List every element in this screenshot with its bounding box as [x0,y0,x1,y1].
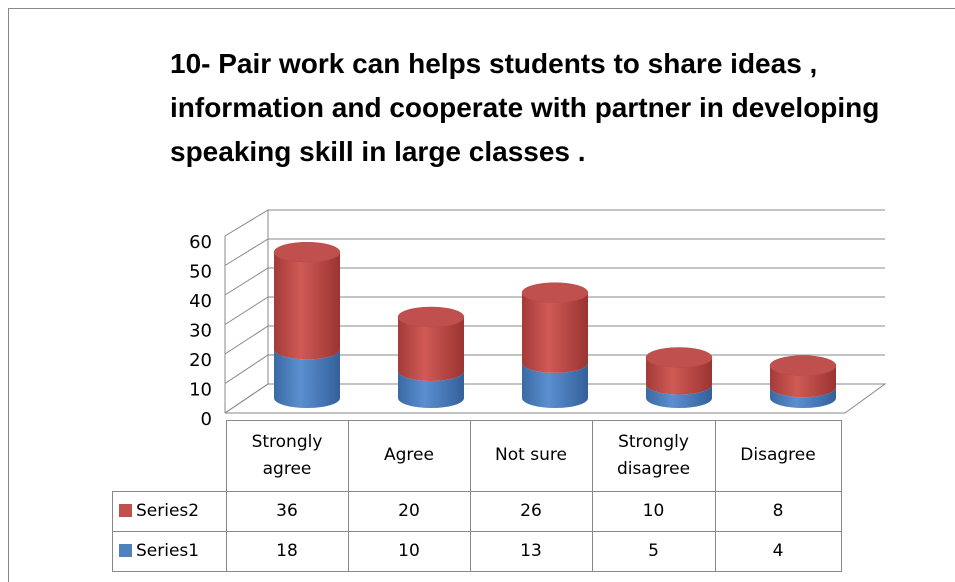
bar [274,349,340,408]
bar [646,357,712,395]
data-label: 10 [347,530,471,572]
bar-top [521,282,589,303]
bar-top [397,306,465,328]
data-label: 8 [714,490,842,532]
grid-line [224,238,885,266]
grid-line [224,296,885,325]
bar-top [645,347,713,368]
chart-title: 10- Pair work can helps students to shar… [170,48,880,167]
bar [770,365,836,398]
y-tick-label: 20 [189,350,212,371]
bar [274,252,340,360]
bar-top [769,355,837,376]
data-label: 5 [591,530,716,572]
x-tick-label: Strongly agree [225,420,349,492]
legend-label: Series2 [136,501,200,521]
data-label: 13 [469,530,593,572]
bar [398,371,464,408]
bar [398,317,464,381]
bar [770,387,836,408]
data-label: 10 [591,490,716,532]
grid-line [224,325,885,355]
y-tick-label: 40 [189,291,212,312]
legend-item: Series1 [112,530,227,572]
bar [646,384,712,408]
data-label: 26 [469,490,593,532]
legend-swatch [119,544,132,557]
table-row: Series1 18 10 13 5 4 [112,530,842,572]
bar [522,362,588,408]
y-tick-label: 60 [189,232,212,253]
x-tick-label: Not sure [469,420,593,492]
x-tick-label: Strongly disagree [591,420,716,492]
data-table: Strongly agree Agree Not sure Strongly disa… [112,420,842,572]
data-label: 20 [347,490,471,532]
data-label: 18 [225,530,349,572]
grid-line [224,267,885,296]
bar [522,292,588,373]
bar-top [273,241,341,263]
x-tick-label: Disagree [714,420,842,492]
y-tick-label: 30 [189,321,212,342]
table-header-row: Strongly agree Agree Not sure Strongly disa… [113,420,842,492]
y-tick-label: 10 [189,380,212,401]
legend-label: Series1 [136,541,200,561]
table-corner [113,421,227,492]
data-label: 36 [225,490,349,532]
chart-frame [8,8,955,582]
legend-swatch [119,504,132,517]
data-label: 4 [714,530,842,572]
legend-item: Series2 [112,490,227,532]
grid-line [224,209,885,237]
y-tick-label: 50 [189,262,212,283]
x-tick-label: Agree [347,420,471,492]
y-tick-label: 0 [201,409,212,430]
table-row: Series2 36 20 26 10 8 [112,490,842,532]
